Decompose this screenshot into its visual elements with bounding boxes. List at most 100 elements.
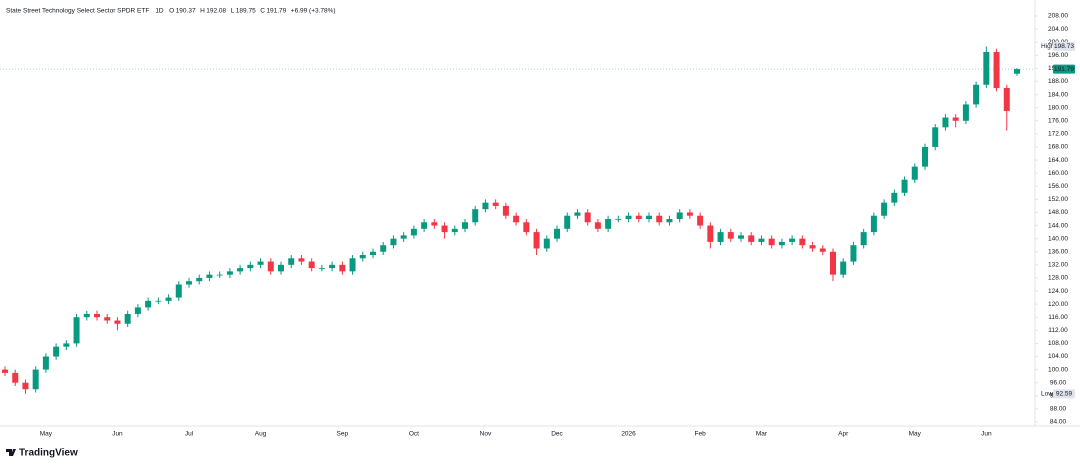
- candle-body: [482, 202, 489, 210]
- candle-body: [554, 228, 560, 239]
- y-tick-label: 208.00: [1048, 13, 1068, 20]
- x-tick-label: Mar: [756, 431, 768, 438]
- brand-logo: TradingView: [6, 448, 78, 459]
- candle-body: [625, 215, 632, 219]
- candle-body: [850, 245, 857, 262]
- candle-body: [922, 146, 928, 167]
- candle-body: [12, 372, 19, 383]
- candle-body: [400, 235, 407, 239]
- y-tick-label: 120.00: [1048, 301, 1068, 308]
- candle-body: [451, 228, 458, 233]
- candle-body: [666, 219, 673, 223]
- candle-body: [73, 317, 80, 344]
- candle-body: [42, 356, 49, 370]
- candle-body: [462, 222, 468, 229]
- y-tick-label: 112.00: [1048, 327, 1068, 334]
- x-tick-label: 2026: [621, 431, 636, 438]
- header: State Street Technology Select Sector SP…: [6, 8, 336, 15]
- candle-body: [165, 297, 172, 301]
- candle-body: [840, 261, 847, 275]
- candle-body: [758, 238, 765, 242]
- y-tick-label: 160.00: [1048, 170, 1068, 177]
- x-tick-label: Oct: [409, 431, 419, 438]
- y-tick-label: 168.00: [1048, 144, 1068, 151]
- high_marker-value: 198.73: [1054, 43, 1074, 50]
- candle-body: [421, 222, 428, 229]
- candle-body: [952, 117, 959, 121]
- ohlc-label: O: [169, 8, 174, 15]
- candle-body: [441, 225, 448, 233]
- candle-body: [216, 274, 223, 276]
- candle-body: [431, 222, 438, 226]
- logo-icon: [6, 449, 16, 456]
- candle-body: [860, 232, 867, 246]
- candle-body: [349, 258, 356, 272]
- candle-body: [932, 127, 939, 147]
- candle-body: [267, 261, 274, 272]
- high_marker-value-box: [1053, 41, 1075, 51]
- candle-body: [993, 52, 1000, 89]
- low_marker-value-box: [1053, 389, 1075, 399]
- candle-body: [830, 251, 836, 275]
- candle-body: [799, 238, 806, 246]
- y-tick-label: 96.00: [1050, 379, 1067, 386]
- candle-body: [901, 179, 908, 193]
- candle-body: [983, 52, 990, 85]
- candle-body: [727, 232, 734, 239]
- candle-body: [370, 251, 376, 256]
- y-tick-label: 100.00: [1048, 366, 1068, 373]
- candle-body: [942, 117, 949, 128]
- candle-body: [2, 369, 8, 373]
- x-tick-label: Jul: [185, 431, 194, 438]
- candle-body: [605, 219, 612, 229]
- x-tick-label: Jun: [981, 431, 992, 438]
- y-tick-label: 148.00: [1048, 209, 1068, 216]
- y-tick-label: 176.00: [1048, 117, 1068, 124]
- ohlc-value: 189.75: [236, 8, 256, 15]
- candle-body: [646, 215, 652, 219]
- candle-body: [635, 215, 642, 219]
- candle-body: [523, 222, 530, 233]
- candle-body: [329, 264, 336, 269]
- candle-body: [870, 215, 877, 233]
- y-tick-label: 116.00: [1048, 314, 1068, 321]
- y-tick-label: 156.00: [1048, 183, 1068, 190]
- ohlc-label: H: [200, 8, 205, 15]
- candle-body: [32, 369, 39, 390]
- candle-body: [717, 232, 724, 242]
- candle-body: [339, 264, 346, 272]
- y-tick-label: 132.00: [1048, 262, 1068, 269]
- y-tick-label: 128.00: [1048, 275, 1068, 282]
- candle-body: [472, 209, 479, 223]
- candle-body: [697, 215, 704, 226]
- y-tick-label: 184.00: [1048, 91, 1068, 98]
- x-tick-label: May: [909, 431, 922, 438]
- brand-name: TradingView: [19, 448, 78, 459]
- x-tick-label: Apr: [838, 431, 849, 438]
- candle-body: [359, 255, 366, 259]
- x-tick-label: Feb: [695, 431, 707, 438]
- x-tick-label: Nov: [480, 431, 492, 438]
- y-tick-label: 172.00: [1048, 131, 1068, 138]
- y-tick-label: 144.00: [1048, 222, 1068, 229]
- candle-body: [686, 212, 693, 216]
- candle-body: [809, 245, 816, 249]
- y-tick-label: 152.00: [1048, 196, 1068, 203]
- candle-body: [676, 212, 683, 219]
- symbol-title: State Street Technology Select Sector SP…: [6, 8, 149, 15]
- candle-body: [237, 268, 244, 272]
- candle-body: [543, 238, 550, 249]
- candle-body: [707, 225, 714, 242]
- candle-body: [564, 215, 571, 229]
- candle-body: [155, 300, 162, 302]
- candle-body: [94, 313, 100, 318]
- candle-body: [308, 261, 315, 269]
- candle-body: [124, 313, 131, 324]
- x-tick-label: Dec: [551, 431, 563, 438]
- candle-body: [186, 281, 192, 285]
- y-tick-label: 84.00: [1050, 419, 1067, 426]
- ohlc-value: 192.08: [206, 8, 226, 15]
- y-tick-label: 136.00: [1048, 248, 1068, 255]
